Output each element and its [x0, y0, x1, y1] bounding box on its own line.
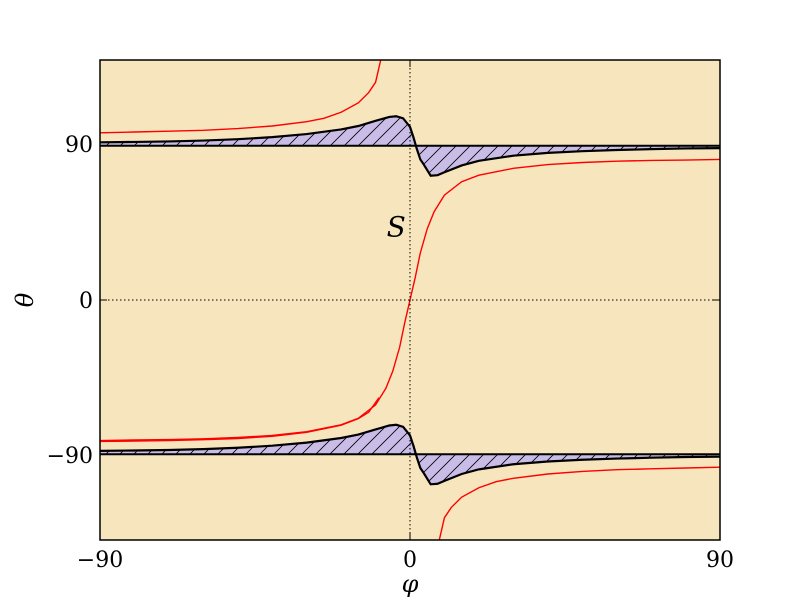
x-axis-title: φ — [402, 570, 419, 598]
ticks-layer — [99, 60, 721, 540]
series-line-3 — [100, 397, 380, 443]
y-tick-label-zero: 0 — [79, 289, 93, 314]
y-tick-label-min: −90 — [47, 444, 93, 469]
x-tick-label-max: 90 — [706, 548, 734, 573]
region-label-s: S — [387, 211, 406, 244]
y-axis-title: θ — [11, 292, 39, 307]
series-line-1 — [100, 60, 382, 134]
series-line-2 — [438, 466, 720, 540]
x-tick-label-zero: 0 — [403, 548, 417, 573]
boundary-curve-0 — [100, 115, 720, 177]
boundary-curve-1 — [100, 423, 720, 486]
x-tick-label-min: −90 — [77, 548, 123, 573]
y-tick-label-max: 90 — [65, 133, 93, 158]
plot-layer — [100, 60, 720, 540]
